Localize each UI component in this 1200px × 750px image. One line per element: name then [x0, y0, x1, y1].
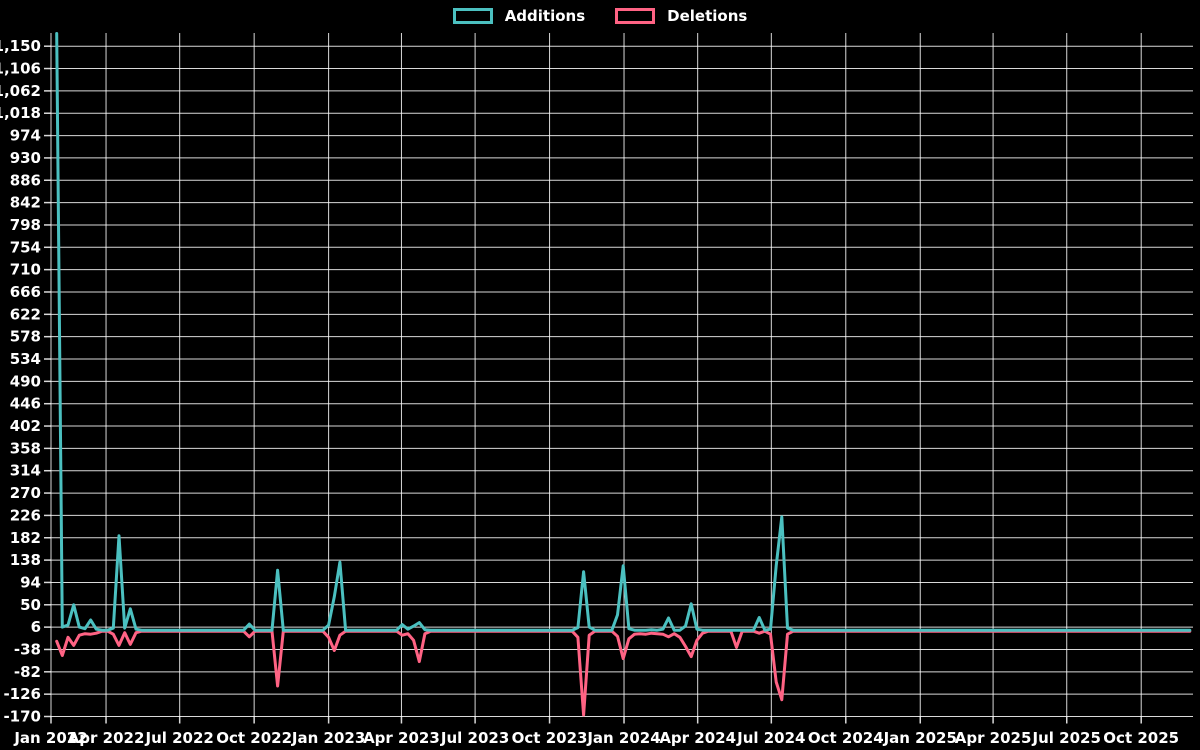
x-tick-label: Apr 2024: [659, 729, 736, 747]
y-tick-label: 1,062: [0, 82, 41, 100]
y-tick-label: 314: [10, 462, 41, 480]
y-tick-label: 358: [10, 439, 41, 457]
additions-legend-swatch: [452, 8, 493, 24]
x-tick-label: Jul 2022: [144, 729, 213, 747]
y-tick-label: 622: [10, 305, 41, 323]
x-tick-label: Apr 2025: [955, 729, 1032, 747]
legend-item-deletions[interactable]: Deletions: [615, 8, 747, 24]
y-tick-label: 138: [10, 551, 41, 569]
x-tick-label: Oct 2024: [808, 729, 884, 747]
x-tick-label: Oct 2025: [1103, 729, 1179, 747]
y-tick-label: 402: [10, 417, 41, 435]
x-tick-label: Apr 2022: [68, 729, 145, 747]
x-tick-label: Jul 2025: [1032, 729, 1101, 747]
deletions-legend-label: Deletions: [667, 6, 748, 25]
y-tick-label: -82: [14, 663, 41, 681]
y-tick-label: 666: [10, 283, 41, 301]
x-tick-label: Jul 2024: [736, 729, 805, 747]
legend-item-additions[interactable]: Additions: [452, 6, 586, 25]
x-tick-label: Jan 2022: [13, 729, 87, 747]
x-tick-label: Jan 2024: [586, 729, 660, 747]
y-tick-label: 974: [10, 127, 41, 145]
x-tick-label: Jan 2023: [291, 729, 365, 747]
y-tick-label: 930: [10, 149, 41, 167]
x-tick-label: Jan 2025: [883, 729, 957, 747]
y-tick-label: 578: [10, 328, 41, 346]
y-tick-label: 710: [10, 261, 41, 279]
y-tick-label: 798: [10, 216, 41, 234]
deletions-legend-swatch: [615, 8, 656, 24]
y-tick-label: -38: [14, 640, 41, 658]
y-tick-label: 886: [10, 171, 41, 189]
x-tick-label: Apr 2023: [363, 729, 440, 747]
additions-line: [55, 32, 1192, 632]
y-tick-label: 50: [20, 596, 41, 614]
y-tick-label: -170: [3, 708, 41, 726]
y-tick-label: 182: [10, 529, 41, 547]
y-tick-label: 94: [20, 573, 41, 591]
y-tick-label: 226: [10, 506, 41, 524]
x-tick-label: Jul 2023: [440, 729, 509, 747]
y-tick-label: 1,018: [0, 104, 41, 122]
y-tick-label: 534: [10, 350, 41, 368]
y-tick-label: 754: [10, 238, 41, 256]
y-tick-label: 270: [10, 484, 41, 502]
y-tick-label: -126: [3, 685, 41, 703]
y-tick-label: 446: [10, 395, 41, 413]
x-tick-label: Oct 2022: [216, 729, 292, 747]
chart-legend: Additions Deletions: [0, 8, 1200, 24]
y-tick-label: 1,106: [0, 60, 41, 78]
x-tick-label: Oct 2023: [512, 729, 588, 747]
y-tick-label: 490: [10, 372, 41, 390]
y-tick-label: 6: [31, 618, 41, 636]
y-tick-label: 1,150: [0, 37, 41, 55]
additions-legend-label: Additions: [504, 6, 586, 25]
y-tick-label: 842: [10, 194, 41, 212]
deletions-line: [55, 629, 1192, 717]
